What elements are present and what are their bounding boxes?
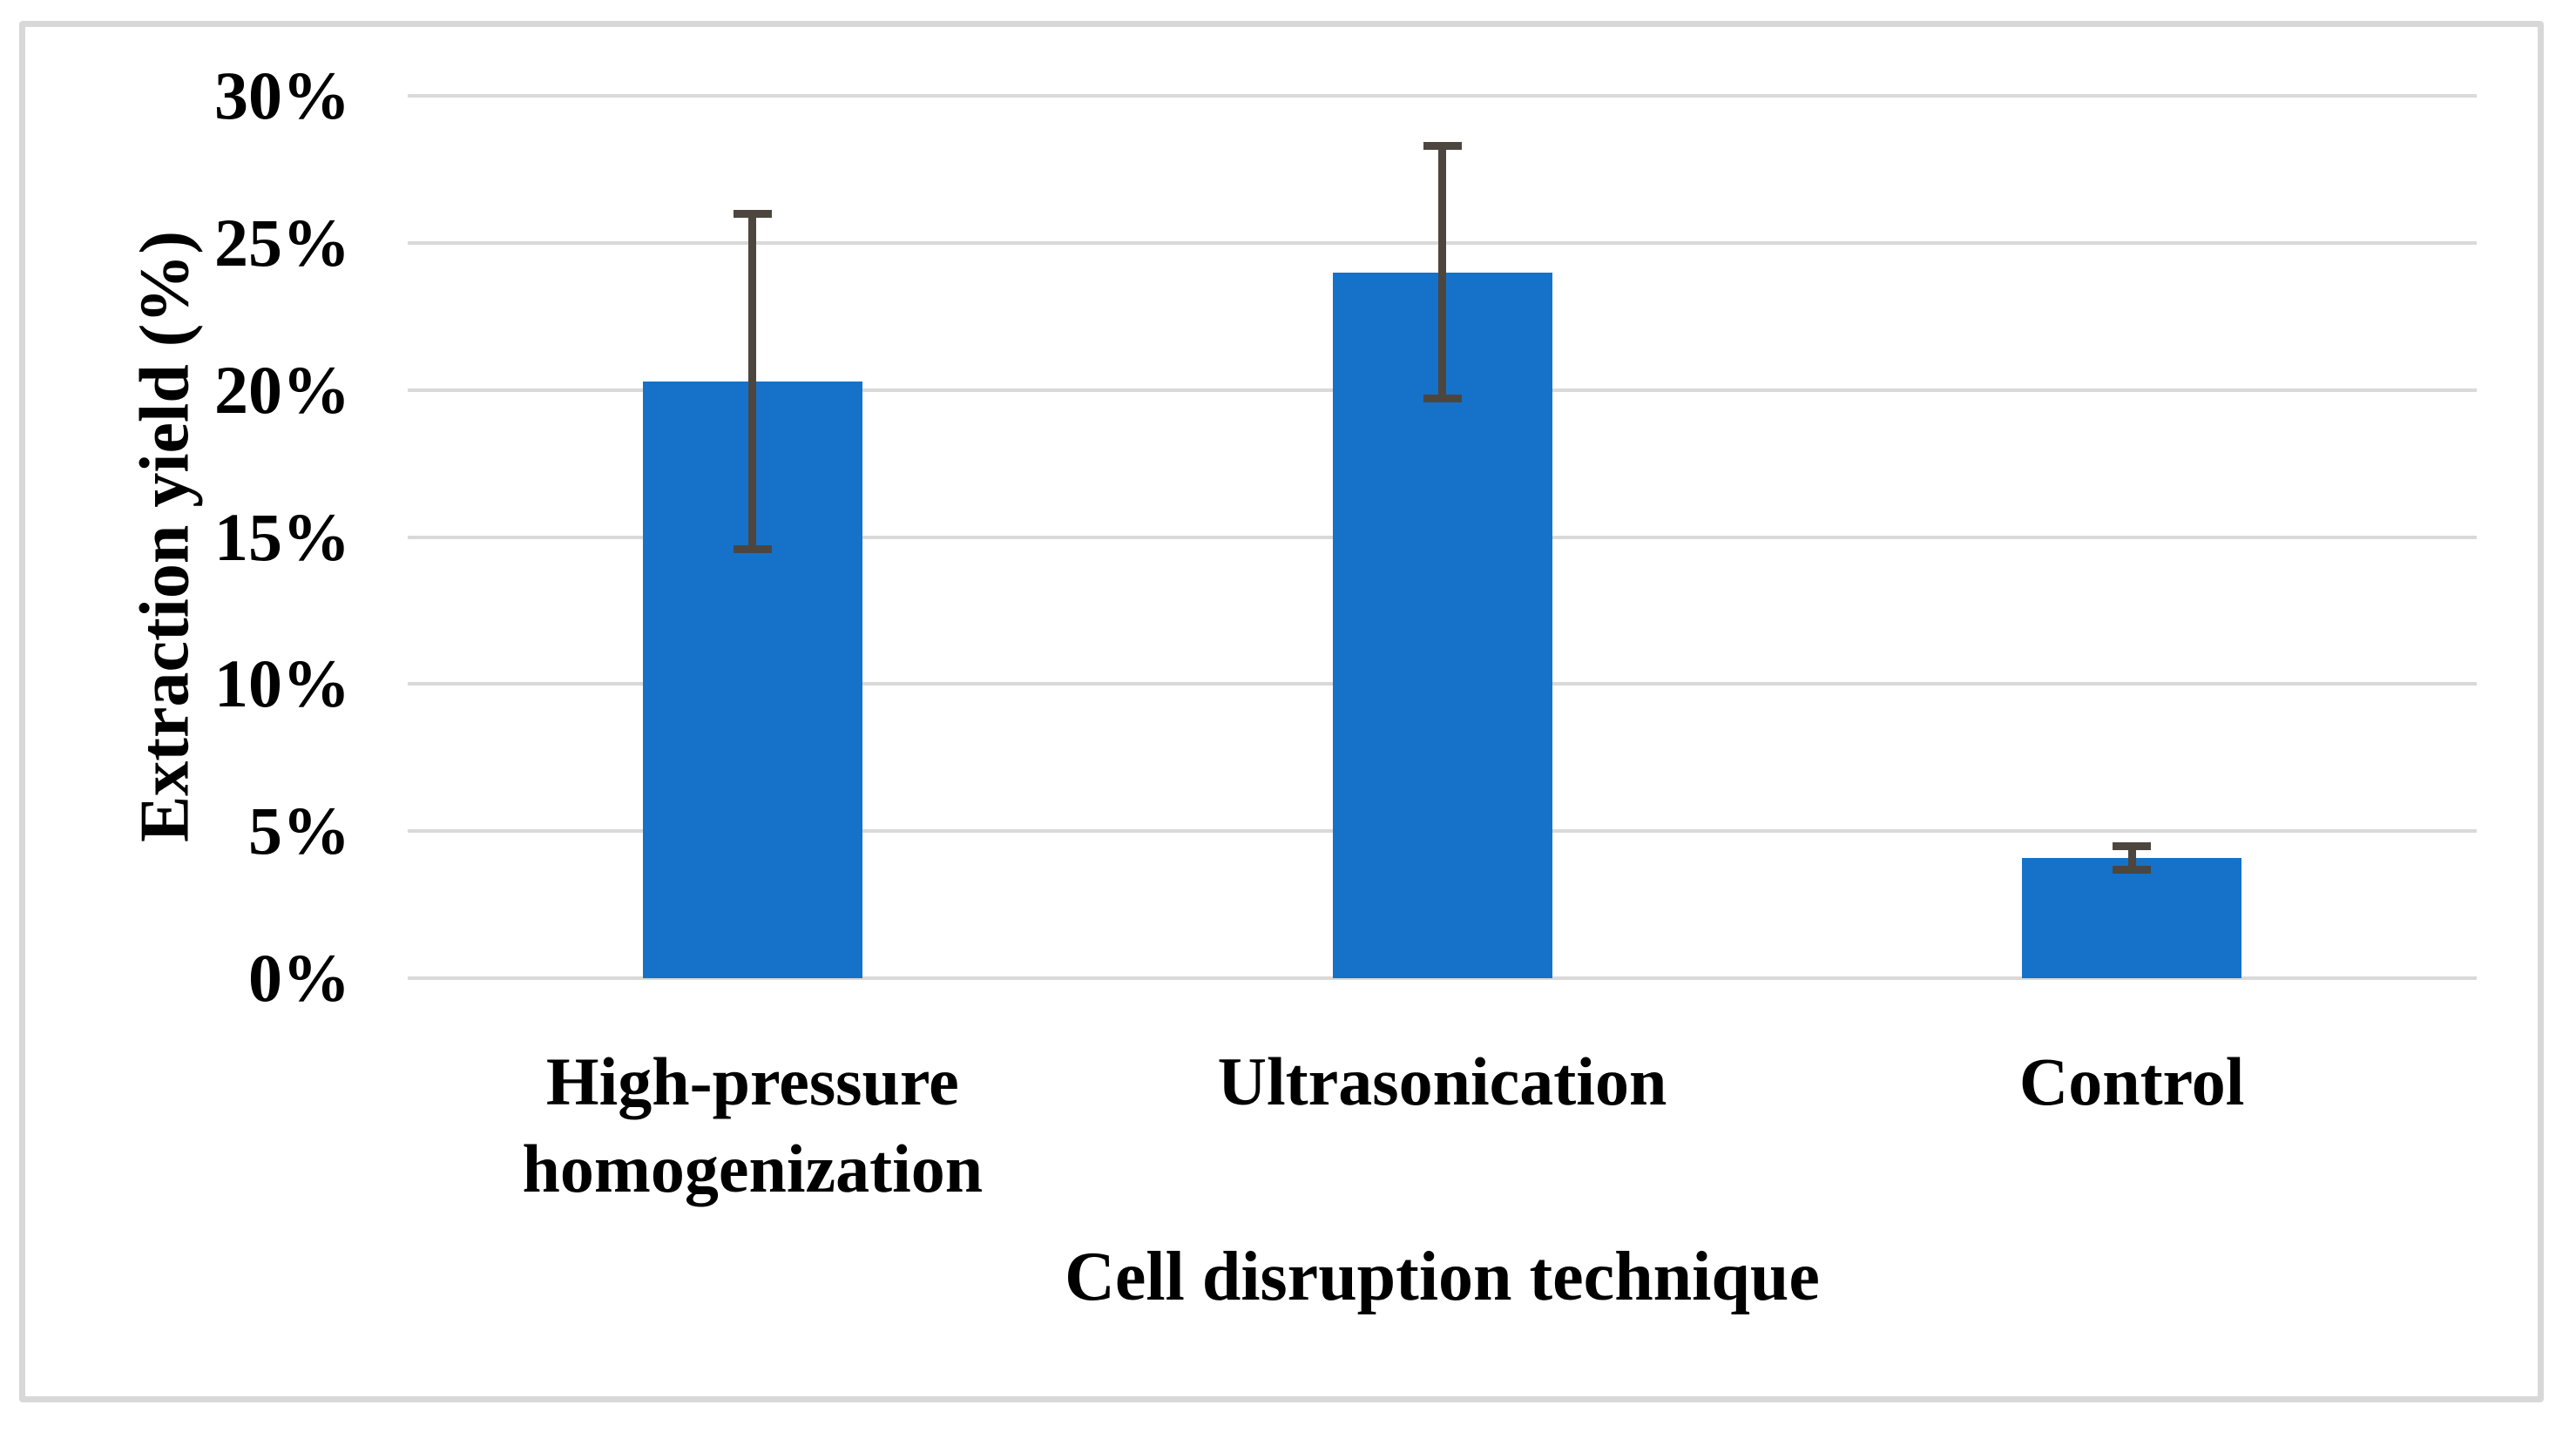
error-bar-cap [733, 544, 772, 553]
error-bar-line [2127, 846, 2136, 870]
x-category-label: Control [1696, 1038, 2567, 1125]
error-bar-line [748, 213, 757, 549]
y-tick-label: 5% [248, 793, 350, 869]
gridline [408, 94, 2477, 98]
y-tick-label: 30% [214, 57, 350, 133]
error-bar-cap [2113, 841, 2152, 850]
y-tick-label: 0% [248, 940, 350, 1016]
x-category-label-line: Ultrasonication [1217, 1044, 1667, 1119]
y-tick-label: 15% [214, 498, 350, 575]
figure-border [19, 21, 2544, 1402]
x-axis-title: Cell disruption technique [1065, 1239, 1820, 1315]
x-category-label-line: Control [2018, 1044, 2245, 1119]
x-category-label: High-pressure homogenization [317, 1038, 1188, 1212]
y-tick-label: 25% [214, 204, 350, 280]
y-tick-label: 10% [214, 645, 350, 722]
bar [2022, 857, 2242, 978]
x-category-label: Ultrasonication [1007, 1038, 1878, 1125]
x-category-label-line: homogenization [522, 1131, 984, 1206]
y-tick-label: 20% [214, 351, 350, 428]
error-bar-cap [1423, 141, 1462, 150]
x-category-label-line: High-pressure [545, 1044, 959, 1119]
error-bar-cap [1423, 395, 1462, 403]
error-bar-cap [2113, 865, 2152, 874]
y-axis-title: Extraction yield (%) [126, 230, 204, 843]
error-bar-cap [733, 209, 772, 218]
gridline [408, 976, 2477, 980]
error-bar-line [1438, 145, 1446, 399]
